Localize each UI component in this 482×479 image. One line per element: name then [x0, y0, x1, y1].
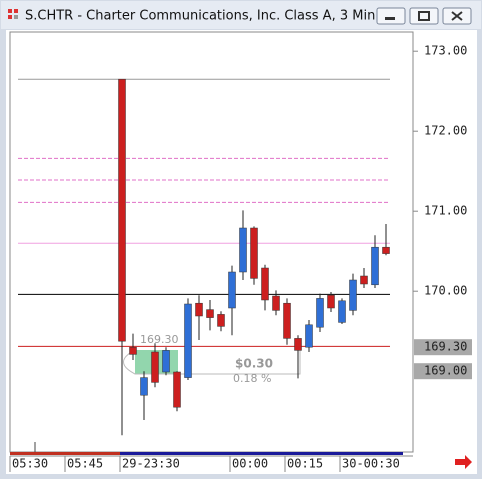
candle-body [217, 314, 225, 327]
price-marker-box [414, 339, 472, 356]
measure-price: 169.30 [140, 333, 179, 346]
candle-body [140, 377, 148, 396]
candle-body [360, 275, 368, 285]
plot-area [9, 31, 414, 453]
maximize-button[interactable] [409, 7, 439, 25]
scroll-arrow[interactable] [455, 455, 472, 469]
candle-body [162, 350, 170, 373]
candle-body [382, 246, 390, 254]
candle-body [349, 279, 357, 311]
close-icon [451, 11, 463, 21]
x-tick-label: 00:00 [232, 457, 268, 471]
minimize-icon [385, 17, 395, 20]
candle-body [184, 303, 192, 378]
x-tick-label: 29-23:30 [122, 457, 180, 471]
candle-body [338, 300, 346, 323]
candle-body [151, 351, 159, 383]
maximize-icon [418, 11, 430, 21]
y-tick-label: 173.00 [424, 44, 467, 58]
x-tick-label: 30-00:30 [342, 457, 400, 471]
y-tick-label: 171.00 [424, 204, 467, 218]
candle-body [239, 227, 247, 273]
session-bar-current [120, 452, 403, 455]
candle-body [283, 302, 291, 339]
price-marker-box [414, 363, 472, 380]
candle-body [118, 78, 126, 342]
candle-body [272, 295, 280, 311]
x-tick-label: 00:15 [287, 457, 323, 471]
window-title: S.CHTR - Charter Communications, Inc. Cl… [25, 9, 375, 24]
candle-body [316, 298, 324, 328]
measure-change: $0.30 [235, 357, 273, 371]
y-tick-label: 170.00 [424, 284, 467, 298]
candle-body [206, 309, 214, 318]
candle-body [294, 338, 302, 351]
measure-percent: 0.18 % [233, 372, 271, 385]
price-marker-label: 169.30 [424, 340, 467, 354]
y-tick-label: 172.00 [424, 124, 467, 138]
candle-body [371, 246, 379, 286]
window-buttons[interactable] [376, 7, 472, 25]
session-bar-prior [10, 452, 120, 455]
candle-body [305, 324, 313, 348]
app-icon [8, 9, 18, 19]
candle-body [195, 302, 203, 317]
minimize-button[interactable] [376, 7, 406, 25]
x-tick-label: 05:45 [67, 457, 103, 471]
candle-body [173, 371, 181, 408]
candle-body [327, 294, 335, 309]
price-marker-label: 169.00 [424, 364, 467, 378]
x-tick-label: 05:30 [12, 457, 48, 471]
candle-body [228, 271, 236, 309]
candle-body [129, 346, 137, 355]
candle-body [250, 227, 258, 279]
candle-body [261, 267, 269, 301]
